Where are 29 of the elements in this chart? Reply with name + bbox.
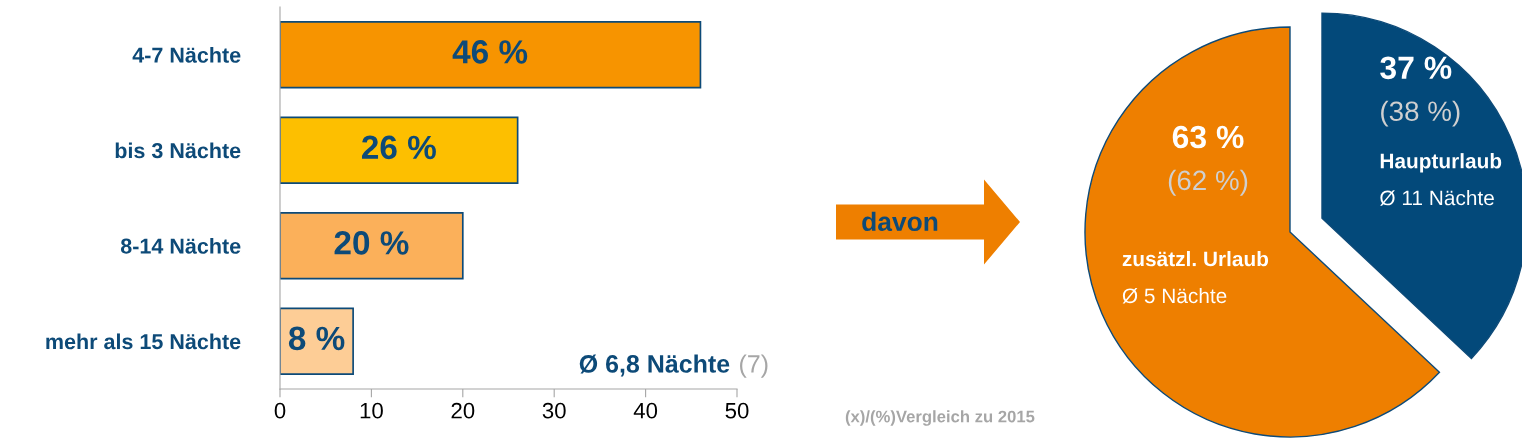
text: davon	[862, 211, 938, 232]
data-label: 26 %	[361, 135, 436, 160]
bar	[280, 20, 702, 89]
bar	[280, 211, 464, 280]
y-tick-label: 4-7 Nächte	[132, 46, 241, 63]
data-label: 8 %	[288, 326, 345, 351]
x-tick-label: 30	[542, 402, 566, 419]
data-label: 63 %	[1172, 125, 1244, 149]
x-tick-label: 0	[274, 402, 286, 419]
text: Ø 5 Nächte	[1122, 287, 1227, 304]
x-tick-label: 50	[725, 402, 749, 419]
bar	[280, 116, 519, 185]
y-tick-label: bis 3 Nächte	[115, 142, 241, 159]
x-tick-label: 10	[360, 402, 383, 419]
annotation: Ø 6,8 Nächte	[579, 354, 730, 377]
x-tick-label: 40	[633, 402, 658, 419]
y-tick-label: 8-14 Nächte	[120, 237, 241, 254]
x-tick-label: 20	[451, 402, 475, 419]
text: (38 %)	[1381, 100, 1460, 127]
text: (x)/(%)Vergleich zu 2015	[845, 410, 1035, 426]
data-label: 20 %	[334, 231, 409, 255]
data-label: 46 %	[452, 40, 528, 64]
y-tick-label: mehr als 15 Nächte	[46, 333, 241, 350]
text: Ø 11 Nächte	[1380, 190, 1494, 206]
text: (62 %)	[1168, 169, 1248, 196]
slice-label: Haupturlaub	[1380, 153, 1502, 173]
slice-label: zusätzl. Urlaub	[1122, 250, 1269, 267]
data-label: 37 %	[1380, 56, 1452, 80]
text: (7)	[740, 354, 768, 378]
